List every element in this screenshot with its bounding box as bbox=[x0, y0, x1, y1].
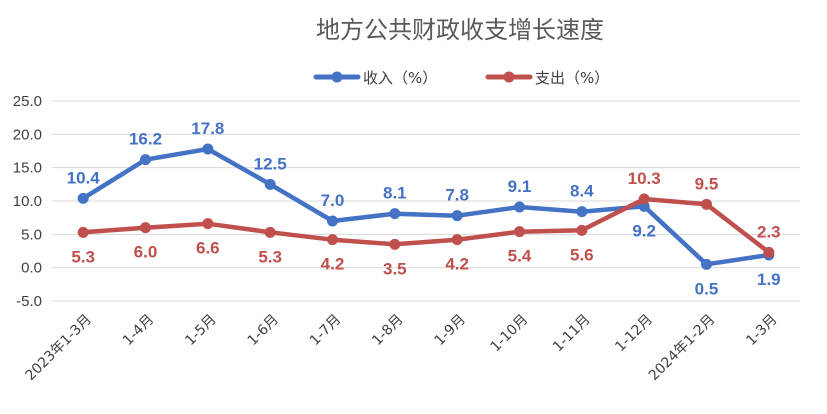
y-tick-label: 15.0 bbox=[13, 160, 42, 177]
data-label-expense: 2.3 bbox=[757, 222, 781, 241]
x-tick-label: 1-10月 bbox=[488, 312, 532, 356]
y-tick-label: 25.0 bbox=[13, 93, 42, 110]
data-point-income bbox=[327, 215, 338, 227]
data-point-expense bbox=[202, 218, 214, 230]
legend-label-income: 收入（%） bbox=[363, 69, 437, 87]
data-label-income: 9.2 bbox=[632, 221, 656, 240]
x-tick-label: 2024年1-2月 bbox=[646, 312, 718, 384]
x-tick-label: 1-3月 bbox=[743, 312, 780, 349]
data-label-income: 8.4 bbox=[570, 182, 594, 201]
data-point-expense bbox=[576, 224, 588, 236]
data-label-income: 8.1 bbox=[383, 184, 407, 203]
data-point-income bbox=[77, 192, 89, 204]
x-axis: 2023年1-3月 1-4月 1-5月 1-6月 1-7月 1-8月 1-9月 1-10月 1-… bbox=[23, 312, 781, 384]
x-tick-label: 1-6月 bbox=[245, 312, 282, 349]
data-label-expense: 6.0 bbox=[134, 243, 158, 262]
data-point-expense bbox=[327, 234, 338, 246]
series-line-expense bbox=[80, 196, 772, 255]
data-point-income bbox=[140, 154, 151, 166]
data-point-expense bbox=[638, 193, 650, 205]
legend-marker-income bbox=[331, 71, 343, 83]
y-tick-label: 20.0 bbox=[13, 126, 42, 143]
x-tick-label: 2023年1-3月 bbox=[23, 312, 95, 384]
y-axis: 25.0 20.0 15.0 10.0 5.0 0.0 -5.0 bbox=[13, 93, 42, 310]
x-tick-label: 1-12月 bbox=[612, 312, 656, 356]
data-label-income: 7.0 bbox=[321, 191, 345, 210]
y-tick-label: 0.0 bbox=[21, 260, 42, 277]
legend-item-income: 收入（%） bbox=[313, 69, 437, 87]
data-label-expense: 4.2 bbox=[445, 255, 469, 274]
data-label-expense: 9.5 bbox=[695, 174, 719, 193]
data-label-income: 9.1 bbox=[508, 177, 532, 196]
x-tick-label: 1-4月 bbox=[120, 312, 157, 349]
legend-marker-expense bbox=[503, 71, 515, 83]
data-point-income bbox=[451, 210, 463, 222]
data-label-expense: 10.3 bbox=[628, 169, 661, 188]
y-tick-label: 5.0 bbox=[21, 226, 42, 243]
data-point-expense bbox=[451, 234, 463, 246]
data-label-income: 0.5 bbox=[695, 279, 719, 298]
legend-label-expense: 支出（%） bbox=[535, 69, 609, 87]
x-tick-label: 1-5月 bbox=[182, 312, 219, 349]
series bbox=[77, 143, 775, 270]
data-point-expense bbox=[389, 238, 401, 250]
data-point-income bbox=[701, 258, 712, 270]
data-label-expense: 3.5 bbox=[383, 259, 407, 278]
data-label-expense: 5.4 bbox=[508, 247, 532, 266]
legend: 收入（%） 支出（%） bbox=[313, 69, 609, 87]
data-point-expense bbox=[264, 226, 276, 238]
data-point-income bbox=[202, 143, 214, 155]
series-line-income bbox=[80, 146, 772, 267]
data-label-expense: 4.2 bbox=[321, 255, 345, 274]
chart-title: 地方公共财政收支增长速度 bbox=[316, 16, 604, 44]
gridlines bbox=[52, 100, 800, 302]
x-tick-label: 1-11月 bbox=[550, 312, 594, 356]
y-tick-label: 10.0 bbox=[13, 193, 42, 210]
data-labels: 10.4 16.2 17.8 12.5 7.0 8.1 7.8 9.1 8.4 9.2 0.5 1.9… bbox=[67, 119, 781, 298]
y-tick-label: -5.0 bbox=[16, 293, 42, 310]
data-point-expense bbox=[514, 226, 525, 238]
data-point-income bbox=[576, 206, 588, 218]
data-point-expense bbox=[701, 198, 712, 210]
data-point-expense bbox=[763, 246, 775, 258]
data-label-income: 1.9 bbox=[757, 270, 781, 289]
x-tick-label: 1-7月 bbox=[307, 312, 344, 349]
data-point-income bbox=[389, 208, 401, 220]
data-label-income: 7.8 bbox=[445, 186, 469, 205]
data-label-income: 10.4 bbox=[67, 168, 101, 187]
data-label-expense: 6.6 bbox=[196, 239, 220, 258]
data-point-income bbox=[264, 178, 276, 190]
data-point-expense bbox=[77, 226, 89, 238]
data-label-expense: 5.6 bbox=[570, 245, 594, 264]
data-label-income: 12.5 bbox=[254, 154, 287, 173]
data-point-expense bbox=[140, 222, 151, 234]
x-tick-label: 1-8月 bbox=[369, 312, 406, 349]
data-label-expense: 5.3 bbox=[71, 247, 95, 266]
data-label-income: 17.8 bbox=[191, 119, 224, 138]
data-point-income bbox=[514, 201, 525, 213]
data-label-expense: 5.3 bbox=[258, 247, 282, 266]
legend-item-expense: 支出（%） bbox=[485, 69, 609, 87]
data-label-income: 16.2 bbox=[129, 130, 162, 149]
x-tick-label: 1-9月 bbox=[432, 312, 469, 349]
